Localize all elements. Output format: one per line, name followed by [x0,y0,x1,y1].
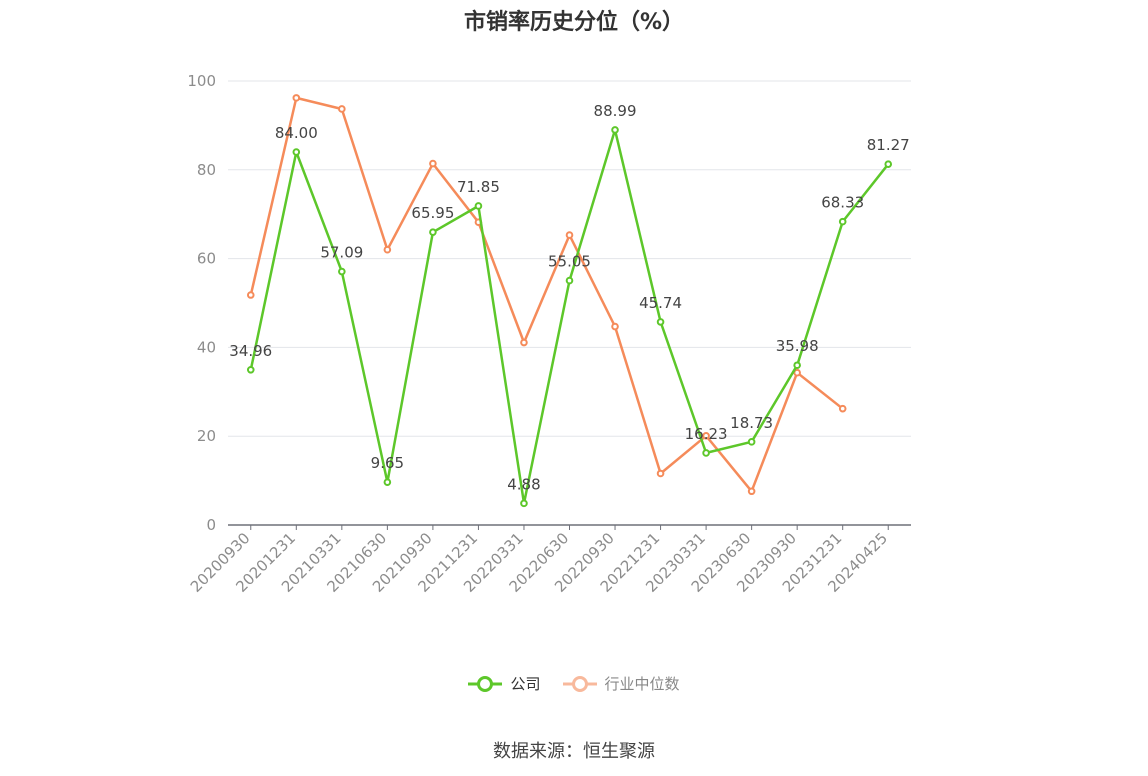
data-point-industry-median [838,404,847,413]
data-point-industry-median [747,487,756,496]
legend-company-line-icon [468,675,503,692]
data-point-industry-median [429,159,437,168]
data-point-industry-median [520,338,528,347]
series-lines [246,94,893,508]
data-point-company [884,160,893,168]
data-point-industry-median [611,322,619,331]
data-source: 数据来源：恒生聚源 [493,741,655,762]
legend-industry-line-icon [562,675,597,692]
data-point-industry-median [383,245,392,254]
data-point-company [611,126,619,134]
legend-label-company: 公司 [510,675,541,693]
data-label: 45.74 [639,294,682,312]
gridlines [228,80,911,437]
data-label: 18.73 [730,414,773,432]
data-label: 68.33 [821,194,864,212]
y-tick-label: 20 [197,427,216,445]
data-label: 34.96 [229,342,272,360]
data-point-industry-median [338,105,346,113]
data-label: 81.27 [867,136,910,154]
y-tick-label: 100 [187,72,216,90]
data-label: 57.09 [320,244,363,262]
data-label: 16.23 [685,425,728,443]
data-label: 35.98 [776,337,819,355]
data-point-company [747,438,756,446]
data-point-industry-median [246,291,255,299]
y-tick-label: 60 [197,250,216,268]
data-point-industry-median [702,431,710,440]
data-point-company [520,499,528,508]
legend-item-company[interactable]: 公司 [468,673,541,694]
data-point-industry-median [656,469,665,478]
data-point-company [793,361,801,370]
series-line-industry-median [249,96,844,493]
y-tick-label: 80 [197,161,216,179]
data-point-industry-median [565,231,574,239]
data-label: 88.99 [594,102,637,120]
data-label: 84.00 [275,124,318,142]
data-point-company [565,276,574,285]
data-label: 4.88 [507,475,540,493]
legend-item-industry-median[interactable]: 行业中位数 [562,673,680,694]
data-label: 55.05 [548,253,591,271]
y-tick-label: 40 [197,338,216,356]
data-label: 9.65 [371,454,404,472]
data-point-company [474,202,483,210]
data-point-company [702,449,710,457]
data-point-company [246,365,255,374]
chart-title: 市销率历史分位（%） [463,10,685,35]
data-point-company [838,217,847,226]
data-point-company [383,478,392,486]
data-point-industry-median [292,94,301,102]
series-line-company [249,128,890,505]
data-label: 65.95 [411,204,454,222]
legend: 公司 行业中位数 [0,673,1148,694]
data-point-industry-median [793,368,801,377]
data-point-company [338,267,346,276]
data-point-company [429,228,437,236]
data-label: 71.85 [457,178,500,196]
data-point-company [656,318,665,326]
y-tick-label: 0 [206,516,216,534]
legend-label-industry-median: 行业中位数 [604,675,680,693]
data-point-company [292,148,301,156]
